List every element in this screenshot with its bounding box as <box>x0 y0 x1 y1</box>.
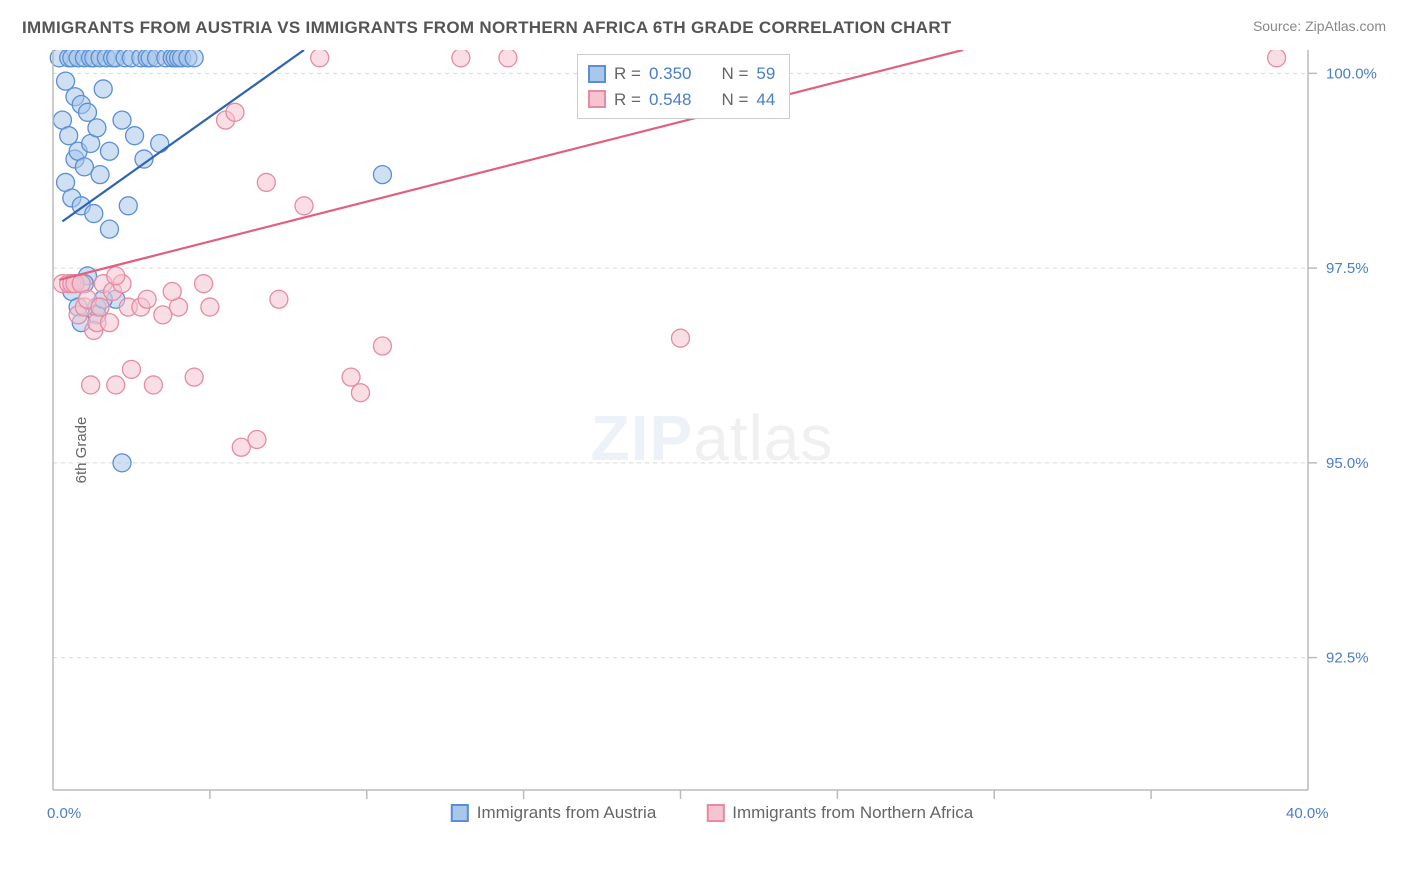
svg-text:95.0%: 95.0% <box>1326 455 1369 472</box>
swatch-austria <box>588 65 606 83</box>
chart-title: IMMIGRANTS FROM AUSTRIA VS IMMIGRANTS FR… <box>22 18 952 38</box>
source-label: Source: ZipAtlas.com <box>1253 18 1386 34</box>
source-value: ZipAtlas.com <box>1305 18 1386 34</box>
stats-row-austria: R = 0.350 N = 59 <box>588 61 775 87</box>
r-value-austria: 0.350 <box>649 61 692 87</box>
r-label: R = <box>614 87 641 113</box>
n-value-nafrica: 44 <box>756 87 775 113</box>
legend-item-austria: Immigrants from Austria <box>451 803 657 823</box>
n-label: N = <box>721 61 748 87</box>
chart-area: 6th Grade 92.5%95.0%97.5%100.0%0.0%40.0%… <box>47 50 1377 825</box>
swatch-nafrica <box>588 90 606 108</box>
correlation-stats-box: R = 0.350 N = 59 R = 0.548 N = 44 <box>577 54 790 119</box>
legend-label-nafrica: Immigrants from Northern Africa <box>732 803 973 823</box>
n-label: N = <box>721 87 748 113</box>
n-value-austria: 59 <box>756 61 775 87</box>
r-label: R = <box>614 61 641 87</box>
bottom-legend: Immigrants from Austria Immigrants from … <box>451 803 973 823</box>
svg-text:92.5%: 92.5% <box>1326 650 1369 667</box>
r-value-nafrica: 0.548 <box>649 87 692 113</box>
stats-row-nafrica: R = 0.548 N = 44 <box>588 87 775 113</box>
legend-swatch-nafrica <box>706 804 724 822</box>
legend-label-austria: Immigrants from Austria <box>477 803 657 823</box>
svg-text:40.0%: 40.0% <box>1286 805 1329 822</box>
svg-text:97.5%: 97.5% <box>1326 260 1369 277</box>
legend-swatch-austria <box>451 804 469 822</box>
svg-text:100.0%: 100.0% <box>1326 65 1377 82</box>
svg-text:0.0%: 0.0% <box>47 805 81 822</box>
scatter-plot: 92.5% 95.0% 97.5% 100.0% 0.0% 40.0% <box>47 50 1377 825</box>
source-label-text: Source: <box>1253 18 1301 34</box>
legend-item-nafrica: Immigrants from Northern Africa <box>706 803 973 823</box>
